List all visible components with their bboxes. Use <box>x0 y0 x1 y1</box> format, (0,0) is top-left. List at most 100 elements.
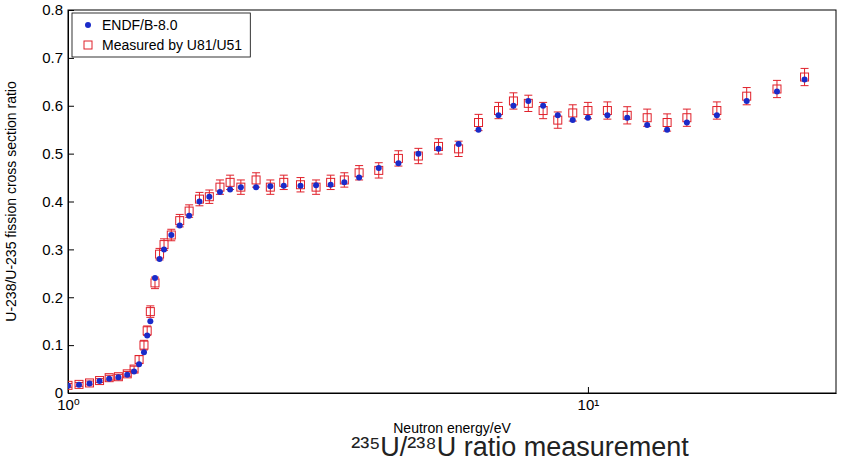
error-bar-cap <box>237 194 245 195</box>
error-bar-cap <box>683 109 691 110</box>
point <box>266 183 274 191</box>
error-bar-cap <box>266 179 274 180</box>
error-bar-cap <box>643 109 651 110</box>
y-tick-label: 0.6 <box>42 97 63 114</box>
error-bar <box>414 148 422 163</box>
plot-marks <box>68 68 809 389</box>
point <box>226 178 234 186</box>
error-bar-cap <box>524 95 532 96</box>
error-bar <box>455 141 463 156</box>
error-bar-cap <box>375 178 383 179</box>
point <box>476 127 482 133</box>
y-tick: 0.5 <box>42 145 74 162</box>
legend-marker <box>84 41 92 49</box>
y-tick: 0.6 <box>42 97 74 114</box>
point <box>584 107 592 115</box>
point <box>376 165 382 171</box>
point <box>206 194 212 200</box>
legend-label: Measured by U81/U51 <box>102 37 242 53</box>
error-bar <box>205 190 213 203</box>
error-bar-cap <box>185 204 193 205</box>
point <box>146 308 154 316</box>
point <box>456 141 462 147</box>
x-axis: 10⁰10¹ <box>57 387 836 413</box>
point <box>643 114 651 122</box>
point <box>744 98 750 104</box>
point <box>569 109 577 117</box>
point <box>604 112 610 118</box>
error-bar <box>743 88 751 105</box>
error-bar-cap <box>623 106 631 107</box>
point <box>296 181 304 189</box>
error-bar <box>167 229 175 240</box>
point <box>415 151 421 157</box>
error-bar-cap <box>539 102 547 103</box>
error-bar-cap <box>327 175 335 176</box>
point <box>144 333 150 339</box>
y-tick-mark <box>68 345 74 346</box>
y-tick-label: 0.5 <box>42 145 63 162</box>
point <box>147 318 153 324</box>
error-bar-cap <box>205 203 213 204</box>
error-bar-cap <box>394 150 402 151</box>
point <box>96 377 104 385</box>
error-bar-cap <box>713 101 721 102</box>
point <box>313 182 319 188</box>
error-bar-cap <box>509 109 517 110</box>
point <box>131 368 137 374</box>
y-tick: 0.2 <box>42 289 74 306</box>
error-bar-cap <box>375 162 383 163</box>
x-tick: 10¹ <box>578 387 600 413</box>
error-bar-cap <box>296 191 304 192</box>
error-bar-cap <box>554 111 562 112</box>
point <box>136 361 142 367</box>
point <box>341 179 347 185</box>
y-tick: 0 <box>55 384 74 401</box>
x-axis-line <box>69 393 837 394</box>
point <box>475 119 483 127</box>
error-bar-cap <box>167 229 175 230</box>
point <box>186 213 192 219</box>
point <box>227 187 233 193</box>
error-bar <box>280 175 288 189</box>
point <box>496 112 502 118</box>
y-tick-label: 0.1 <box>42 336 63 353</box>
y-tick-label: 0.8 <box>42 1 63 18</box>
y-tick: 0.1 <box>42 336 74 353</box>
error-bar-cap <box>603 119 611 120</box>
point <box>312 183 320 191</box>
point <box>570 117 576 123</box>
y-tick-mark <box>68 10 74 11</box>
point <box>555 112 561 118</box>
error-bar-cap <box>801 68 809 69</box>
error-bar-cap <box>195 205 203 206</box>
y-tick-mark <box>68 154 74 155</box>
point <box>436 146 442 152</box>
point <box>205 193 213 201</box>
point <box>297 183 303 189</box>
point <box>141 349 147 355</box>
point <box>196 199 202 205</box>
point <box>585 115 591 121</box>
error-bar-cap <box>414 163 422 164</box>
error-bar-cap <box>237 179 245 180</box>
legend: ENDF/B-8.0Measured by U81/U51 <box>72 13 250 57</box>
error-bar <box>216 180 224 194</box>
point <box>86 379 94 387</box>
error-bar <box>146 306 154 317</box>
chart-title: ²³⁵U/²³⁸U ratio measurement <box>351 432 689 462</box>
point <box>168 232 174 238</box>
point <box>644 122 650 128</box>
error-bar-line <box>143 340 144 350</box>
point <box>281 183 287 189</box>
plot-frame <box>68 10 836 393</box>
point <box>87 380 93 386</box>
error-bar <box>296 178 304 192</box>
error-bar-cap <box>176 214 184 215</box>
error-bar <box>554 112 562 128</box>
point <box>115 374 121 380</box>
x-tick-mark <box>588 387 589 393</box>
error-bar-cap <box>312 194 320 195</box>
point <box>356 175 362 181</box>
error-bar <box>539 102 547 118</box>
